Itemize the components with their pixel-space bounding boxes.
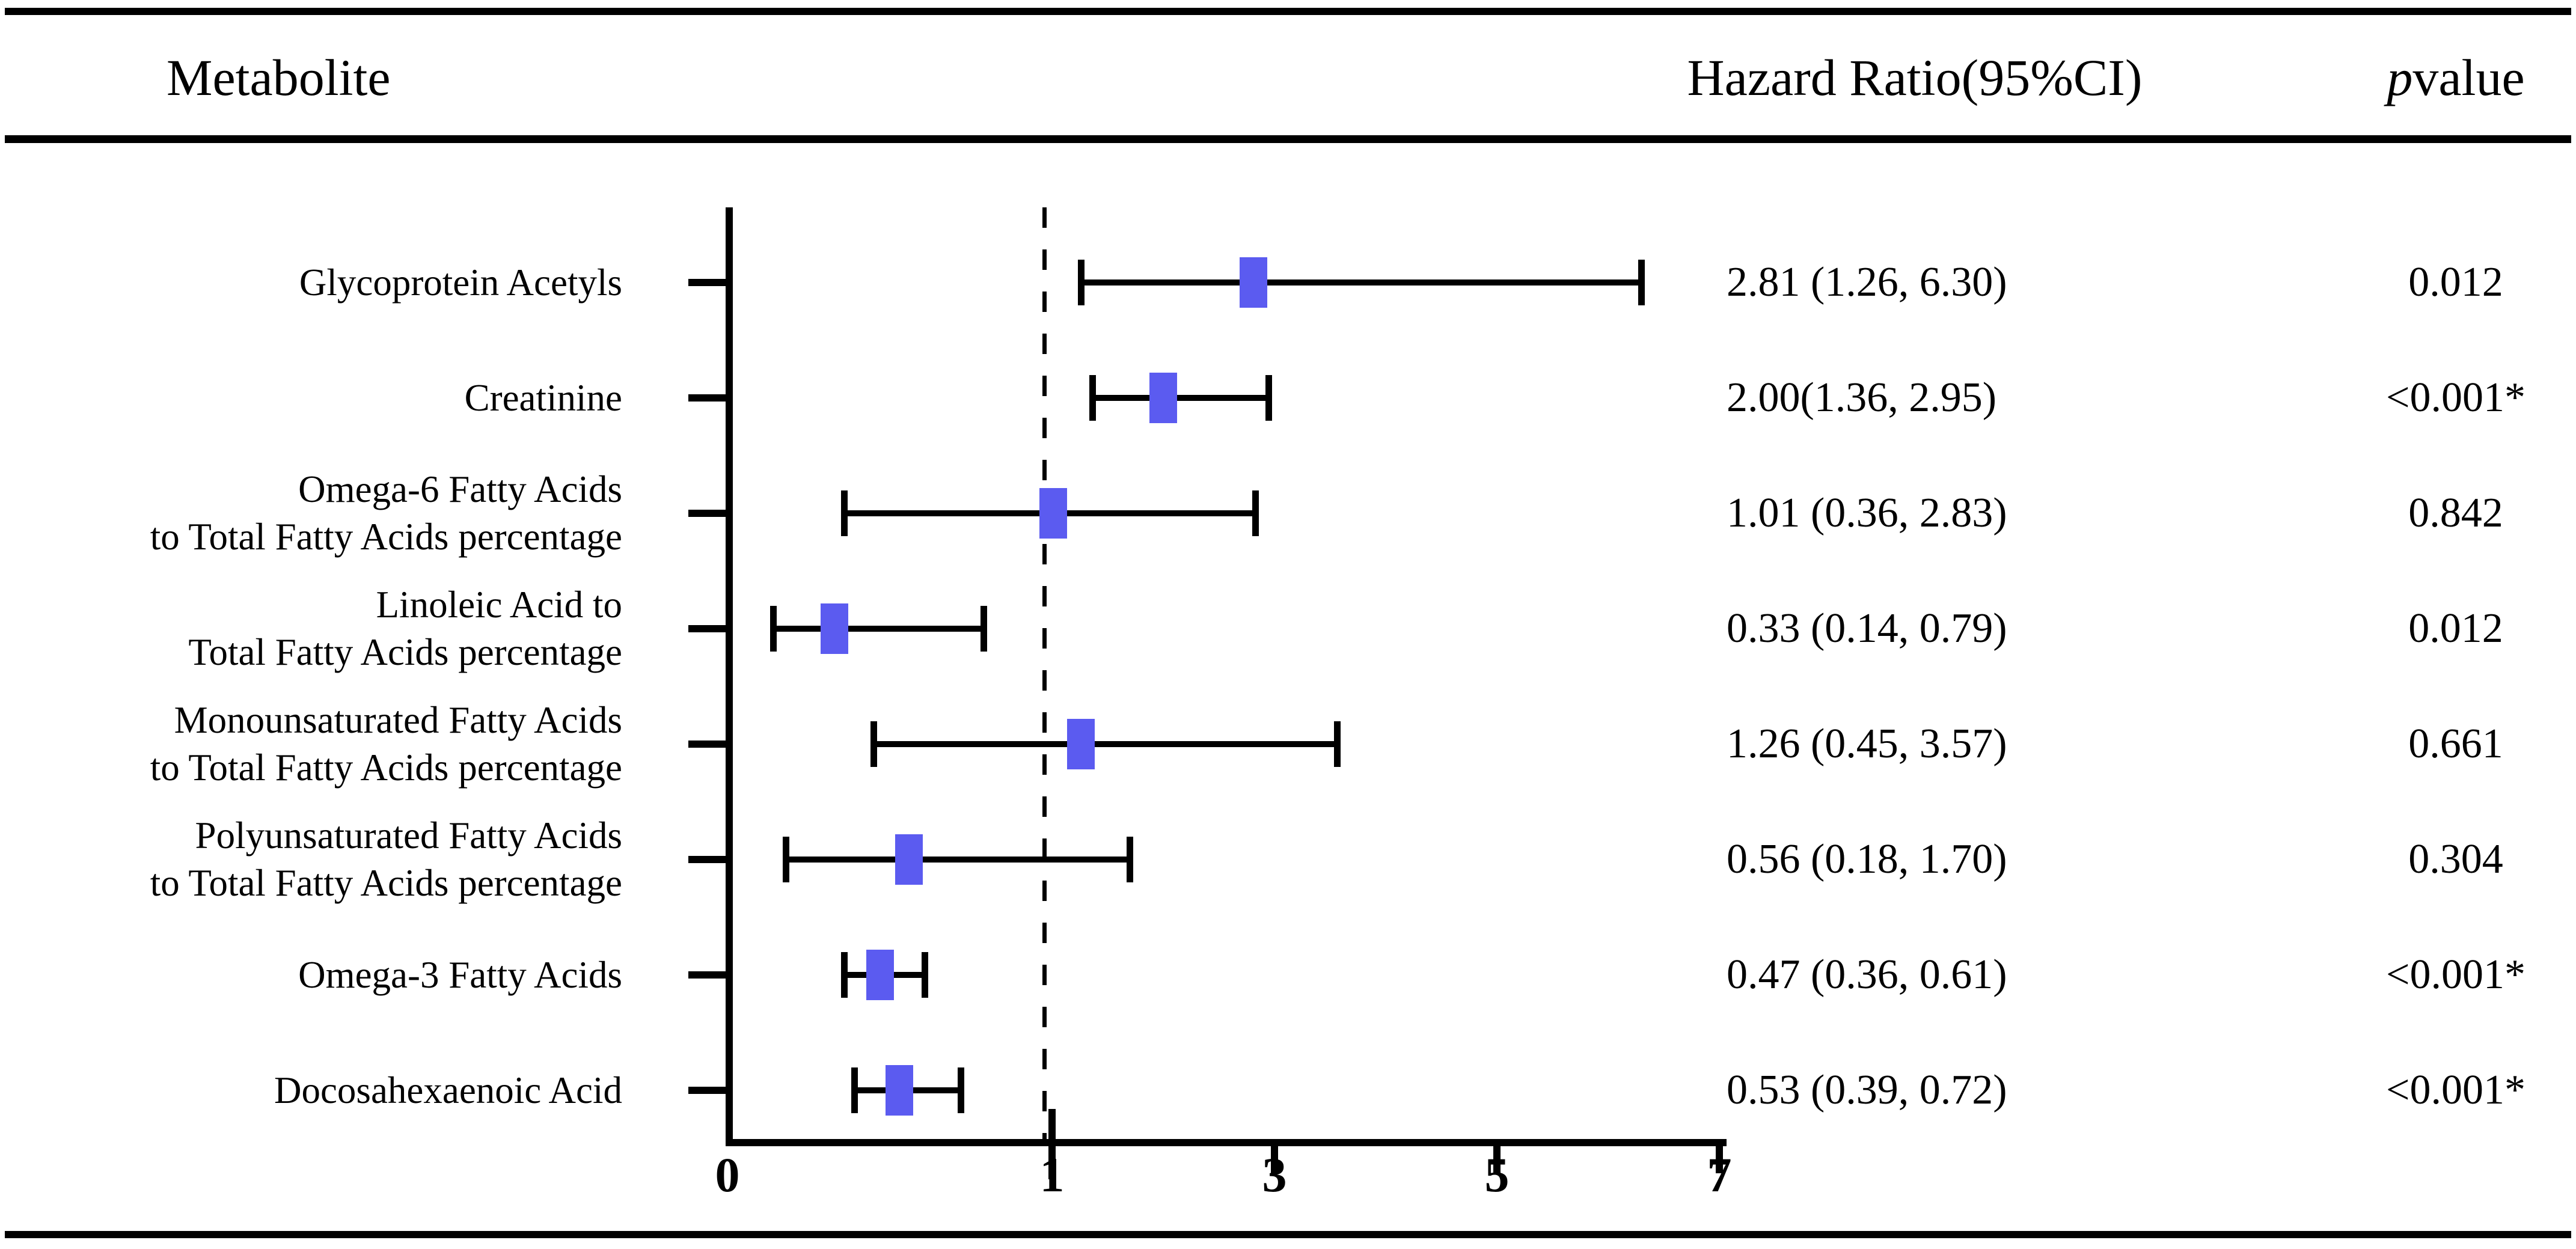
x-axis-tick-label: 0 <box>715 1147 740 1202</box>
hr-ci-text: 0.56 (0.18, 1.70) <box>1727 836 2007 882</box>
x-axis-tick <box>1048 1109 1056 1179</box>
p-value-italic-p: p <box>2387 48 2413 106</box>
hr-ci-text: 0.53 (0.39, 0.72) <box>1727 1067 2007 1113</box>
hr-ci-text: 1.01 (0.36, 2.83) <box>1727 490 2007 536</box>
row-label-line: Polyunsaturated Fatty Acids <box>195 814 622 857</box>
row-label-line: to Total Fatty Acids percentage <box>150 862 622 904</box>
column-header-p-value: p value <box>2324 34 2576 121</box>
y-axis-tick <box>688 625 726 632</box>
ci-cap-high <box>1334 721 1341 767</box>
x-axis-tick-label: 3 <box>1262 1147 1287 1202</box>
hr-marker-square <box>1149 373 1177 423</box>
header-separator-rule <box>5 135 2571 143</box>
ci-cap-low <box>841 490 848 536</box>
ci-cap-high <box>1252 490 1259 536</box>
x-axis-line <box>726 1139 1727 1146</box>
row-label-line: to Total Fatty Acids percentage <box>150 516 622 558</box>
column-header-hazard-ratio: Hazard Ratio(95%CI) <box>1687 48 2143 106</box>
row-label-line: Total Fatty Acids percentage <box>188 631 622 673</box>
hr-marker-square <box>821 603 849 654</box>
x-axis-tick-label: 5 <box>1484 1147 1510 1202</box>
ci-error-bar <box>1092 395 1269 401</box>
p-value-text: 0.661 <box>2408 721 2503 767</box>
table-bottom-rule <box>5 1231 2571 1238</box>
row-label: Polyunsaturated Fatty Acids to Total Fatt… <box>0 799 622 920</box>
p-value-rest: value <box>2412 48 2525 106</box>
y-axis-tick <box>688 394 726 402</box>
y-axis-tick <box>688 1087 726 1094</box>
p-value-text: 0.012 <box>2408 605 2503 652</box>
row-label-line: Omega-3 Fatty Acids <box>298 953 622 996</box>
hr-ci-text: 1.26 (0.45, 3.57) <box>1727 721 2007 767</box>
ci-cap-high <box>1126 837 1133 882</box>
ci-error-bar <box>1081 279 1642 286</box>
p-value-text: 0.012 <box>2408 259 2503 305</box>
row-label-line: Omega-6 Fatty Acids <box>298 468 622 510</box>
ci-error-bar <box>786 857 1130 863</box>
ci-cap-high <box>1265 375 1272 421</box>
row-label: Omega-6 Fatty Acids to Total Fatty Acids … <box>0 453 622 573</box>
y-axis-tick <box>688 971 726 979</box>
hr-ci-text: 2.81 (1.26, 6.30) <box>1727 259 2007 305</box>
row-label-line: Monounsaturated Fatty Acids <box>174 699 622 741</box>
row-label-line: Glycoprotein Acetyls <box>299 261 622 304</box>
y-axis-tick <box>688 279 726 286</box>
ci-error-bar <box>873 741 1338 747</box>
ci-cap-high <box>957 1067 964 1113</box>
table-top-rule <box>5 8 2571 15</box>
hr-marker-square <box>1239 257 1267 308</box>
ci-cap-low <box>783 837 790 882</box>
ci-cap-low <box>769 606 777 652</box>
y-axis-spine <box>726 207 733 1146</box>
p-value-text: <0.001* <box>2386 951 2526 998</box>
hr-marker-square <box>1039 488 1067 539</box>
row-label: Omega-3 Fatty Acids <box>0 915 622 1035</box>
ci-cap-low <box>1089 375 1096 421</box>
row-label: Glycoprotein Acetyls <box>0 222 622 343</box>
y-axis-tick <box>688 741 726 748</box>
p-value-text: 0.842 <box>2408 490 2503 536</box>
hr-marker-square <box>895 834 923 885</box>
column-header-metabolite: Metabolite <box>167 48 391 106</box>
hr-ci-text: 0.47 (0.36, 0.61) <box>1727 951 2007 998</box>
y-axis-tick <box>688 856 726 863</box>
x-axis-tick-label: 7 <box>1707 1147 1732 1202</box>
row-label-line: Creatinine <box>464 376 622 419</box>
row-label-line: Linoleic Acid to <box>376 584 622 626</box>
hr-marker-square <box>1067 719 1095 769</box>
x-axis-tick-label: 1 <box>1039 1147 1065 1202</box>
ci-cap-high <box>980 606 987 652</box>
row-label-line: Docosahexaenoic Acid <box>274 1069 622 1111</box>
hr-ci-text: 0.33 (0.14, 0.79) <box>1727 605 2007 652</box>
p-value-text: <0.001* <box>2386 1067 2526 1113</box>
ci-error-bar <box>772 626 984 632</box>
ci-cap-low <box>851 1067 858 1113</box>
y-axis-tick <box>688 510 726 517</box>
ci-cap-high <box>922 952 929 998</box>
row-label-line: to Total Fatty Acids percentage <box>150 747 622 789</box>
p-value-text: <0.001* <box>2386 374 2526 421</box>
ci-cap-low <box>870 721 877 767</box>
ci-cap-low <box>841 952 848 998</box>
ci-cap-low <box>1078 260 1085 305</box>
row-label: Monounsaturated Fatty Acids to Total Fatt… <box>0 684 622 804</box>
p-value-text: 0.304 <box>2408 836 2503 882</box>
row-label: Docosahexaenoic Acid <box>0 1030 622 1150</box>
x-axis-tick <box>1716 1139 1723 1173</box>
row-label: Creatinine <box>0 338 622 458</box>
row-label: Linoleic Acid to Total Fatty Acids percen… <box>0 569 622 689</box>
reference-line-dashed <box>1042 207 1047 1139</box>
hr-marker-square <box>866 950 894 1000</box>
hr-marker-square <box>886 1065 914 1116</box>
x-axis-tick <box>1493 1139 1501 1173</box>
x-axis-tick <box>1271 1139 1278 1173</box>
hr-ci-text: 2.00(1.36, 2.95) <box>1727 374 1997 421</box>
ci-cap-high <box>1638 260 1645 305</box>
